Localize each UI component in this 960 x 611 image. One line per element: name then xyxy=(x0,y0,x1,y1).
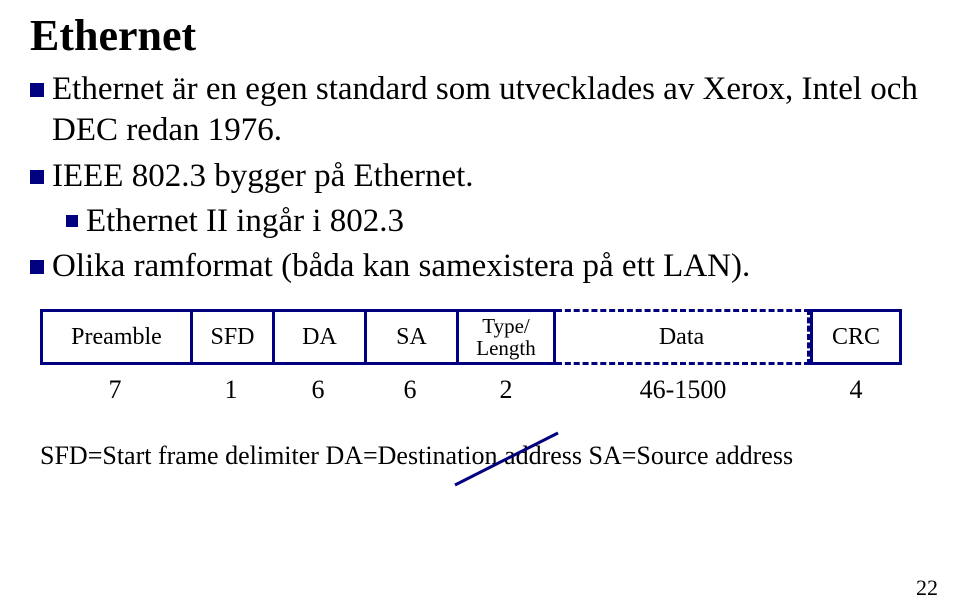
cell-sa: SA xyxy=(364,309,456,365)
cell-da: DA xyxy=(272,309,364,365)
cell-sfd: SFD xyxy=(190,309,272,365)
bytes-sfd: 1 xyxy=(190,375,272,405)
bullet-2a-text: Ethernet II ingår i 802.3 xyxy=(86,201,404,242)
bullet-3-text: Olika ramformat (båda kan samexistera på… xyxy=(52,246,750,287)
bytes-data: 46-1500 xyxy=(556,375,810,405)
bytes-row: 7 1 6 6 2 46-1500 4 xyxy=(40,375,930,405)
bytes-crc: 4 xyxy=(810,375,902,405)
cell-type: Type/ Length xyxy=(456,309,556,365)
bytes-type: 2 xyxy=(456,375,556,405)
pointer-line xyxy=(450,430,580,490)
square-bullet-icon xyxy=(30,83,44,97)
bytes-da: 6 xyxy=(272,375,364,405)
square-bullet-icon xyxy=(30,170,44,184)
square-bullet-icon xyxy=(30,260,44,274)
page-number: 22 xyxy=(916,575,938,601)
slide: Ethernet Ethernet är en egen standard so… xyxy=(0,0,960,611)
page-title: Ethernet xyxy=(30,10,930,61)
square-bullet-icon xyxy=(66,215,78,227)
bullet-1-text: Ethernet är en egen standard som utveckl… xyxy=(52,69,930,152)
cell-data: Data xyxy=(556,309,810,365)
frame-row: Preamble SFD DA SA Type/ Length Data CRC xyxy=(40,309,930,365)
bytes-preamble: 7 xyxy=(40,375,190,405)
bytes-sa: 6 xyxy=(364,375,456,405)
bullet-3: Olika ramformat (båda kan samexistera på… xyxy=(30,246,930,287)
bullet-2: IEEE 802.3 bygger på Ethernet. xyxy=(30,156,930,197)
bullet-1: Ethernet är en egen standard som utveckl… xyxy=(30,69,930,152)
bullet-2-text: IEEE 802.3 bygger på Ethernet. xyxy=(52,156,474,197)
cell-crc: CRC xyxy=(810,309,902,365)
bullet-2a: Ethernet II ingår i 802.3 xyxy=(66,201,930,242)
cell-preamble: Preamble xyxy=(40,309,190,365)
